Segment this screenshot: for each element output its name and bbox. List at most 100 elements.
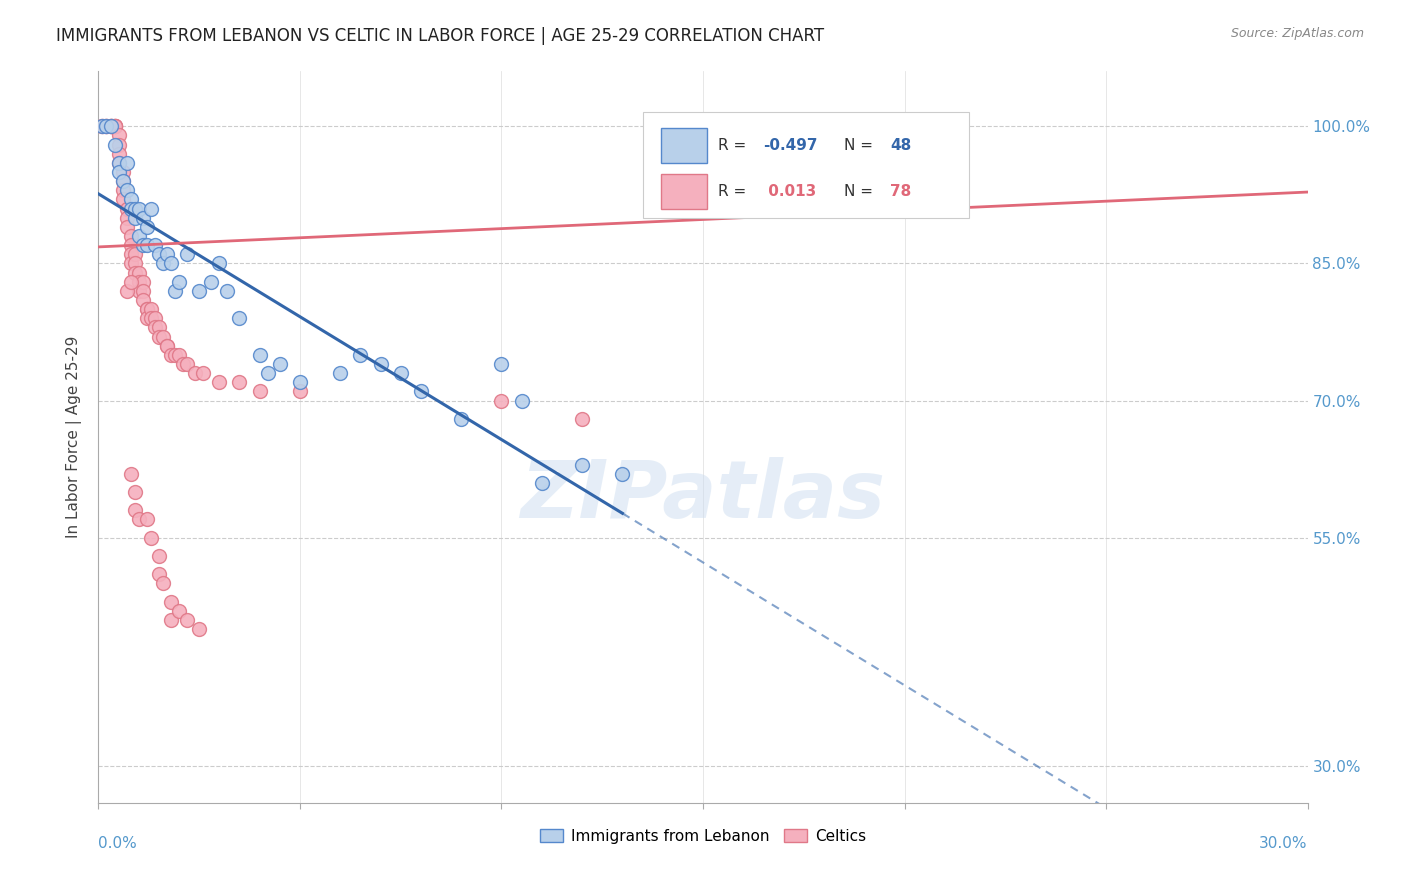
Point — [100, 119, 122, 133]
Point — [148, 329, 170, 343]
Point — [124, 256, 146, 270]
Point — [172, 357, 194, 371]
FancyBboxPatch shape — [661, 174, 707, 209]
Point — [120, 275, 142, 289]
Point — [160, 256, 183, 270]
Point — [96, 119, 118, 133]
Point — [370, 357, 392, 371]
Text: R =: R = — [717, 137, 751, 153]
Point — [450, 412, 472, 426]
Point — [115, 183, 138, 197]
Point — [115, 284, 138, 298]
Point — [163, 284, 186, 298]
Point — [160, 594, 183, 608]
Point — [96, 119, 118, 133]
Point — [107, 137, 129, 152]
Point — [100, 119, 122, 133]
Point — [288, 384, 311, 399]
Point — [228, 375, 250, 389]
Point — [91, 119, 114, 133]
Point — [167, 348, 190, 362]
Point — [135, 301, 157, 317]
Point — [103, 119, 125, 133]
Point — [510, 393, 533, 408]
Text: R =: R = — [717, 184, 751, 199]
Text: N =: N = — [845, 184, 879, 199]
Point — [148, 320, 170, 334]
Point — [184, 366, 207, 380]
Point — [115, 202, 138, 216]
FancyBboxPatch shape — [661, 128, 707, 163]
Legend: Immigrants from Lebanon, Celtics: Immigrants from Lebanon, Celtics — [534, 822, 872, 850]
Point — [143, 311, 166, 326]
Point — [491, 357, 513, 371]
Text: IMMIGRANTS FROM LEBANON VS CELTIC IN LABOR FORCE | AGE 25-29 CORRELATION CHART: IMMIGRANTS FROM LEBANON VS CELTIC IN LAB… — [56, 27, 824, 45]
Point — [156, 338, 179, 352]
Point — [120, 192, 142, 206]
Point — [111, 183, 134, 197]
Text: Source: ZipAtlas.com: Source: ZipAtlas.com — [1230, 27, 1364, 40]
Point — [124, 485, 146, 500]
Point — [135, 219, 157, 234]
Point — [152, 576, 174, 591]
Point — [193, 366, 215, 380]
Point — [139, 202, 162, 216]
Point — [96, 119, 118, 133]
Point — [167, 275, 190, 289]
Point — [132, 293, 155, 307]
Text: 78: 78 — [890, 184, 911, 199]
Point — [530, 475, 553, 490]
Point — [132, 211, 155, 225]
Point — [249, 348, 271, 362]
Point — [128, 202, 150, 216]
Point — [128, 228, 150, 243]
Text: ZIPatlas: ZIPatlas — [520, 457, 886, 534]
Point — [256, 366, 278, 380]
Point — [135, 311, 157, 326]
Point — [120, 467, 142, 481]
Point — [115, 211, 138, 225]
Point — [128, 284, 150, 298]
Point — [124, 266, 146, 280]
Point — [111, 192, 134, 206]
Point — [228, 311, 250, 326]
Text: 48: 48 — [890, 137, 911, 153]
Point — [107, 155, 129, 169]
Point — [148, 567, 170, 582]
Point — [91, 119, 114, 133]
Point — [124, 202, 146, 216]
Point — [96, 119, 118, 133]
Point — [128, 266, 150, 280]
Point — [571, 458, 593, 472]
Point — [143, 320, 166, 334]
Point — [160, 613, 183, 627]
Point — [176, 357, 198, 371]
Text: 0.013: 0.013 — [763, 184, 817, 199]
Point — [111, 165, 134, 179]
Point — [103, 119, 125, 133]
Point — [107, 146, 129, 161]
Text: 0.0%: 0.0% — [98, 836, 138, 851]
Point — [120, 256, 142, 270]
Point — [208, 375, 231, 389]
Point — [188, 284, 211, 298]
Point — [176, 247, 198, 261]
Point — [120, 238, 142, 252]
Point — [100, 119, 122, 133]
Point — [103, 137, 125, 152]
Point — [128, 512, 150, 526]
Point — [612, 467, 634, 481]
Point — [111, 174, 134, 188]
Point — [152, 256, 174, 270]
Point — [571, 412, 593, 426]
Point — [128, 275, 150, 289]
Point — [132, 284, 155, 298]
Text: 30.0%: 30.0% — [1260, 836, 1308, 851]
Point — [100, 119, 122, 133]
Point — [152, 329, 174, 343]
Point — [160, 348, 183, 362]
Point — [217, 284, 239, 298]
Point — [148, 549, 170, 563]
Point — [349, 348, 371, 362]
FancyBboxPatch shape — [643, 112, 969, 218]
